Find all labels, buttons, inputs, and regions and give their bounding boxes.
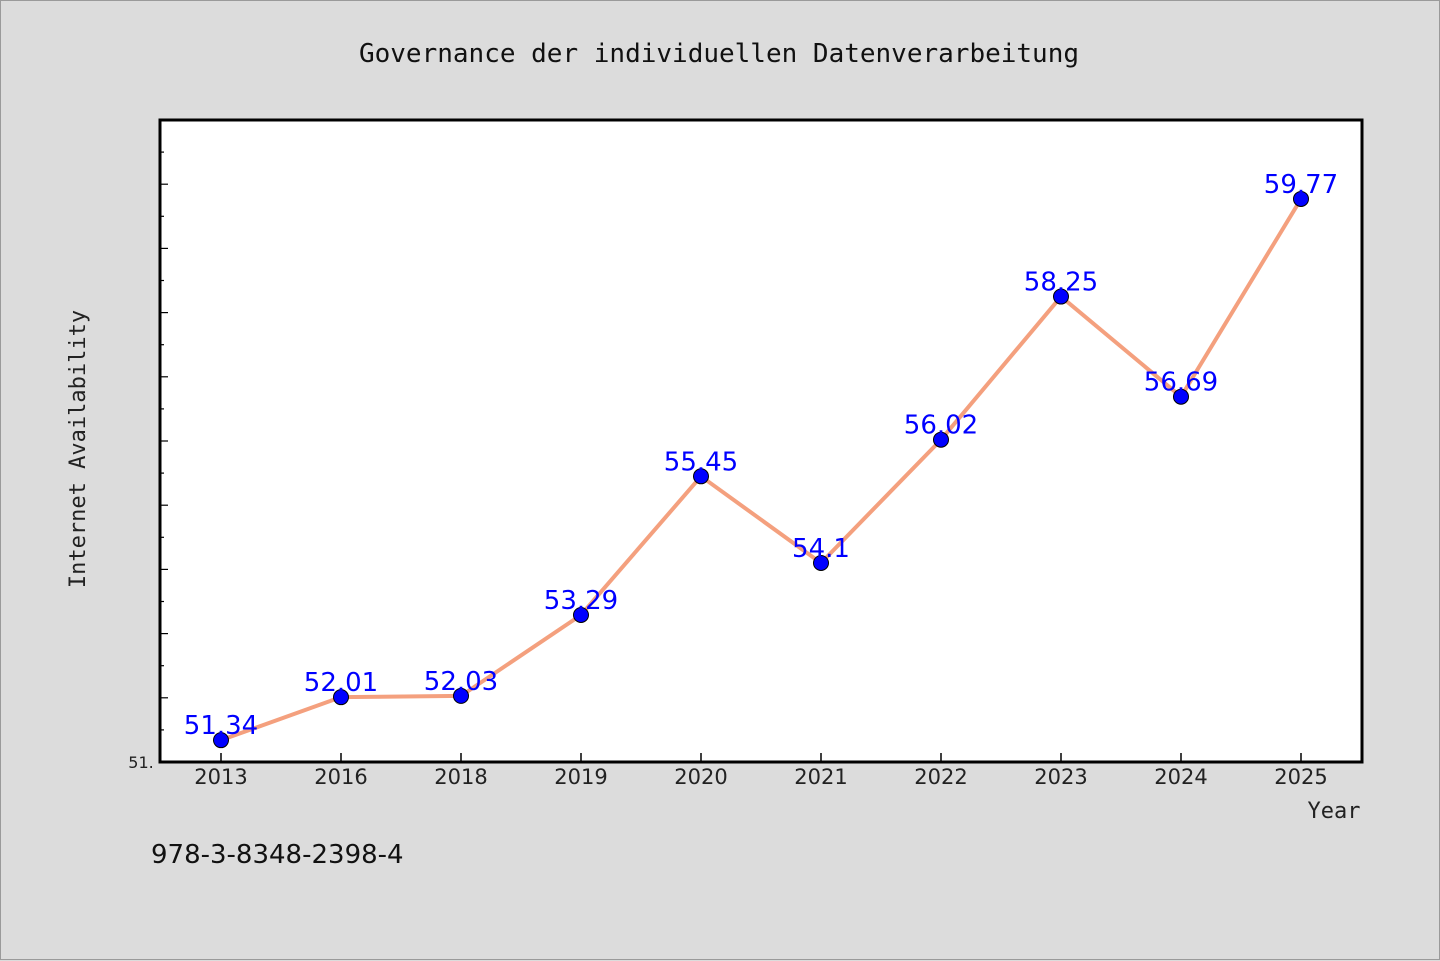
data-label: 54.1: [792, 534, 850, 564]
data-point: [1173, 388, 1189, 405]
x-tick-label: 2013: [194, 765, 247, 789]
series-line: [219, 196, 1303, 743]
data-point: [213, 732, 229, 749]
x-tick-label: 2022: [914, 765, 967, 789]
series-polyline: [219, 196, 1303, 743]
series-markers: [213, 190, 1309, 749]
x-tick-label: 2024: [1154, 765, 1207, 789]
data-label: 56.02: [904, 411, 978, 441]
data-point: [1293, 190, 1309, 207]
data-label: 58.25: [1024, 268, 1098, 298]
data-label: 52.01: [304, 668, 378, 698]
data-label: 55.45: [664, 447, 738, 477]
data-labels: 51.34 52.01 52.03 53.29 55.45 54.1 56.02 58.25 5…: [184, 170, 1338, 741]
data-point: [813, 554, 829, 571]
data-point: [933, 431, 949, 448]
x-tick-label: 2021: [794, 765, 847, 789]
x-tick-label: 2019: [554, 765, 607, 789]
data-point: [453, 687, 469, 704]
x-tick-label: 2025: [1274, 765, 1327, 789]
data-point: [333, 689, 349, 706]
x-axis-ticks: [220, 753, 1302, 762]
data-label: 51.34: [184, 711, 258, 741]
x-axis-tick-labels: 2013 2016 2018 2019 2020 2021 2022 2023 2024 2025: [194, 765, 1327, 789]
data-label: 59.77: [1264, 170, 1338, 200]
plot-area: [158, 118, 1364, 764]
y-tick-label: 51.: [128, 753, 153, 772]
x-tick-label: 2020: [674, 765, 727, 789]
x-tick-label: 2023: [1034, 765, 1087, 789]
x-tick-label: 2016: [314, 765, 367, 789]
y-axis-ticks: [160, 119, 168, 763]
y-axis-label: Internet Availability: [66, 310, 91, 588]
x-tick-label: 2018: [434, 765, 487, 789]
data-label: 52.03: [424, 667, 498, 697]
isbn-text: 978-3-8348-2398-4: [151, 840, 404, 870]
x-axis-label: Year: [1308, 799, 1361, 824]
data-label: 53.29: [544, 586, 618, 616]
data-point: [1053, 288, 1069, 305]
chart-title: Governance der individuellen Datenverarb…: [359, 39, 1079, 69]
data-point: [573, 606, 589, 623]
data-label: 56.69: [1144, 368, 1218, 398]
data-point: [693, 468, 709, 485]
